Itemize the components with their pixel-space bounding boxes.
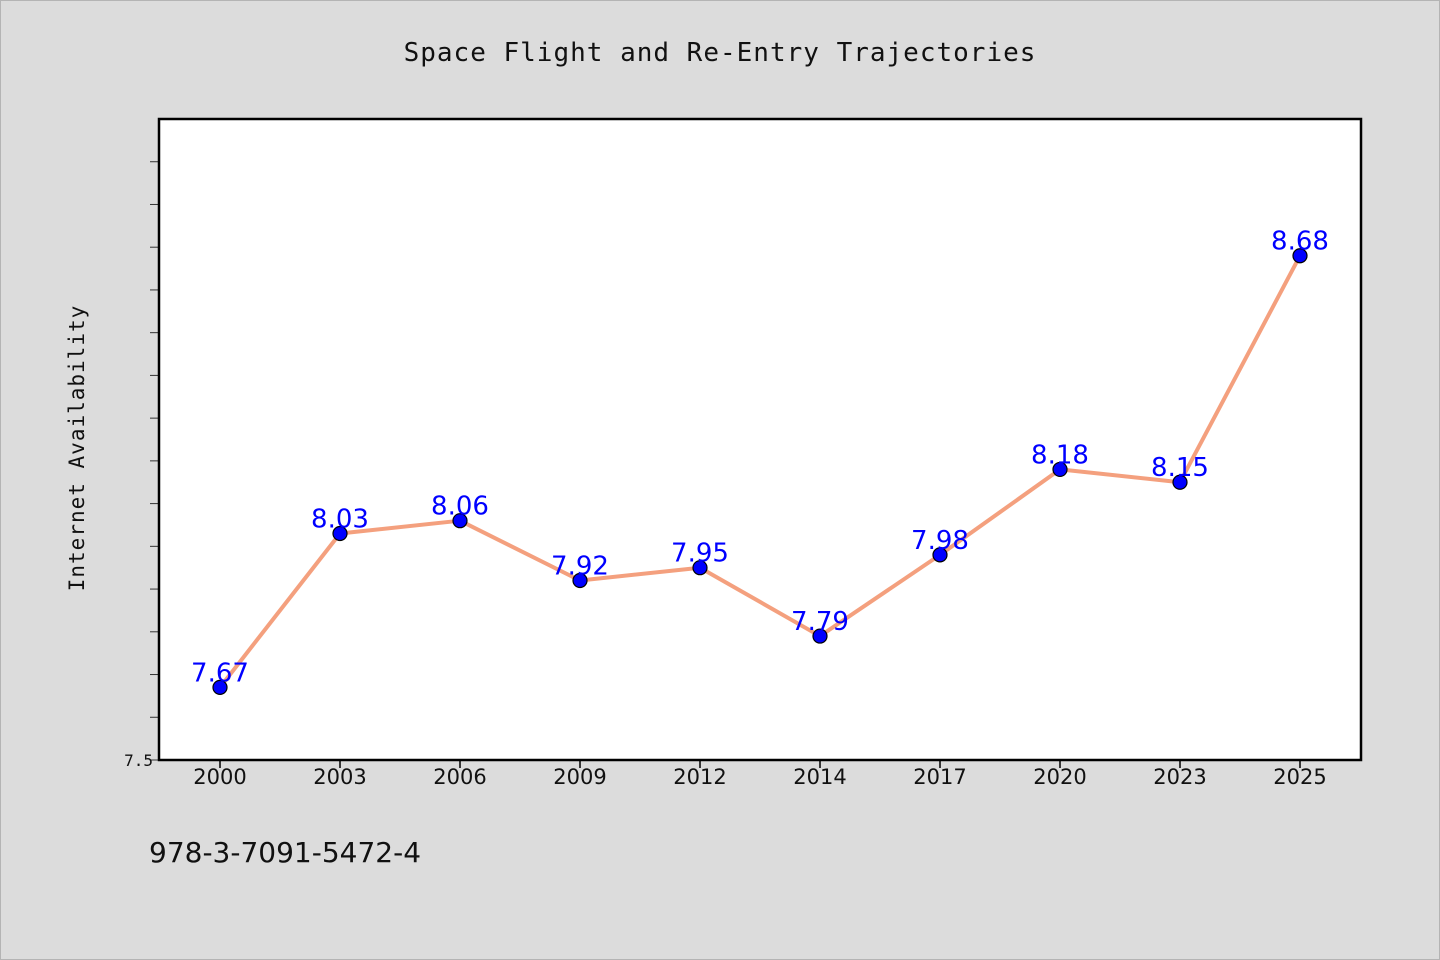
y-tick-label: 7.5 (124, 751, 153, 770)
data-point (1292, 248, 1308, 264)
data-label: 8.03 (311, 505, 369, 535)
data-point (572, 572, 588, 589)
data-label: 7.67 (191, 658, 249, 688)
x-tick-label: 2017 (913, 765, 966, 789)
x-tick-label: 2014 (793, 765, 846, 789)
x-tick-label: 2025 (1273, 765, 1326, 789)
data-label: 8.06 (431, 492, 489, 522)
data-point (212, 679, 228, 695)
data-point (812, 628, 828, 644)
plot-area (159, 119, 1361, 760)
data-point (692, 560, 708, 576)
data-point (1172, 474, 1188, 490)
data-label: 7.95 (671, 539, 729, 569)
data-label: 8.68 (1271, 227, 1329, 257)
x-tick-label: 2003 (313, 765, 366, 789)
data-point (452, 513, 468, 529)
chart-marks: 7.5 2000 2003 2006 2009 2012 2014 2017 2020 2023 2… (124, 161, 1329, 789)
data-label: 8.18 (1031, 440, 1089, 470)
data-label: 7.79 (791, 607, 849, 637)
x-tick-label: 2012 (673, 765, 726, 789)
series-line (218, 253, 1302, 690)
x-tick-label: 2023 (1153, 765, 1206, 789)
plot-frame (157, 117, 1363, 762)
x-tick-label: 2009 (553, 765, 606, 789)
x-tick-label: 2000 (193, 765, 246, 789)
chart-title: Space Flight and Re-Entry Trajectories (404, 38, 1037, 68)
data-label: 8.15 (1151, 453, 1209, 483)
data-point (932, 547, 948, 563)
data-point (332, 525, 348, 542)
isbn-caption: 978-3-7091-5472-4 (149, 836, 421, 869)
data-label: 7.92 (551, 552, 609, 582)
y-axis-label: Internet Availability (65, 305, 89, 592)
x-tick-label: 2006 (433, 765, 486, 789)
x-tick-label: 2020 (1033, 765, 1086, 789)
data-point (1052, 461, 1068, 478)
data-label: 7.98 (911, 526, 969, 556)
